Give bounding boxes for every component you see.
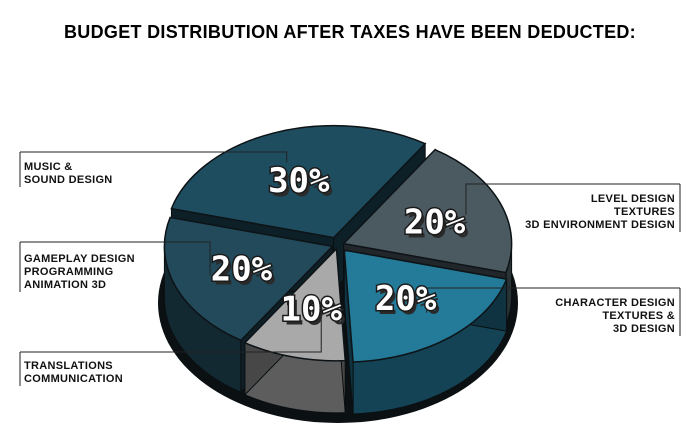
callout-label-3-line-3: 3D DESIGN bbox=[613, 323, 675, 335]
callout-leader-2 bbox=[465, 183, 680, 215]
callout-label-5-line-1: GAMEPLAY DESIGN bbox=[24, 253, 135, 265]
label-layer: 30%30%20%20%20%20%10%10%20%20% bbox=[209, 160, 469, 334]
pie-slice-3 bbox=[343, 249, 508, 363]
callout-leader-5 bbox=[20, 241, 211, 276]
pie-slice-1 bbox=[170, 124, 427, 239]
pie-layer bbox=[158, 124, 518, 423]
slice-label-4: 10% bbox=[281, 289, 343, 329]
pie-slice-5 bbox=[163, 216, 334, 342]
callout-label-5-line-3: ANIMATION 3D bbox=[24, 279, 106, 291]
callout-leader-4 bbox=[20, 302, 322, 353]
callout-leader-1 bbox=[20, 151, 288, 163]
callout-label-4-line-1: TRANSLATIONS bbox=[24, 360, 113, 372]
callout-label-5-line-2: PROGRAMMING bbox=[24, 266, 113, 278]
pie-slice-4 bbox=[243, 247, 347, 362]
callout-leader-3 bbox=[426, 287, 680, 313]
slice-label-shadow-4: 10% bbox=[284, 293, 346, 333]
slice-label-1: 30% bbox=[268, 161, 330, 201]
slice-label-3: 20% bbox=[375, 279, 437, 319]
slice-label-shadow-2: 20% bbox=[407, 207, 469, 247]
slice-label-shadow-3: 20% bbox=[378, 283, 440, 323]
slice-label-2: 20% bbox=[404, 203, 466, 243]
callout-label-1-line-1: MUSIC & bbox=[24, 161, 73, 173]
callout-label-2-line-3: 3D ENVIRONMENT DESIGN bbox=[525, 219, 675, 231]
callout-label-3-line-2: TEXTURES & bbox=[602, 310, 675, 322]
callout-label-2-line-1: LEVEL DESIGN bbox=[591, 193, 675, 205]
pie-slice-2 bbox=[342, 148, 513, 274]
callout-label-1-line-2: SOUND DESIGN bbox=[24, 174, 113, 186]
slice-label-shadow-5: 20% bbox=[214, 253, 276, 293]
callout-label-3-line-1: CHARACTER DESIGN bbox=[555, 297, 675, 309]
slice-label-5: 20% bbox=[211, 249, 273, 289]
chart-title: BUDGET DISTRIBUTION AFTER TAXES HAVE BEE… bbox=[64, 22, 636, 42]
callout-label-4-line-2: COMMUNICATION bbox=[24, 373, 123, 385]
callout-label-2-line-2: TEXTURES bbox=[614, 206, 675, 218]
slice-label-shadow-1: 30% bbox=[271, 165, 333, 205]
